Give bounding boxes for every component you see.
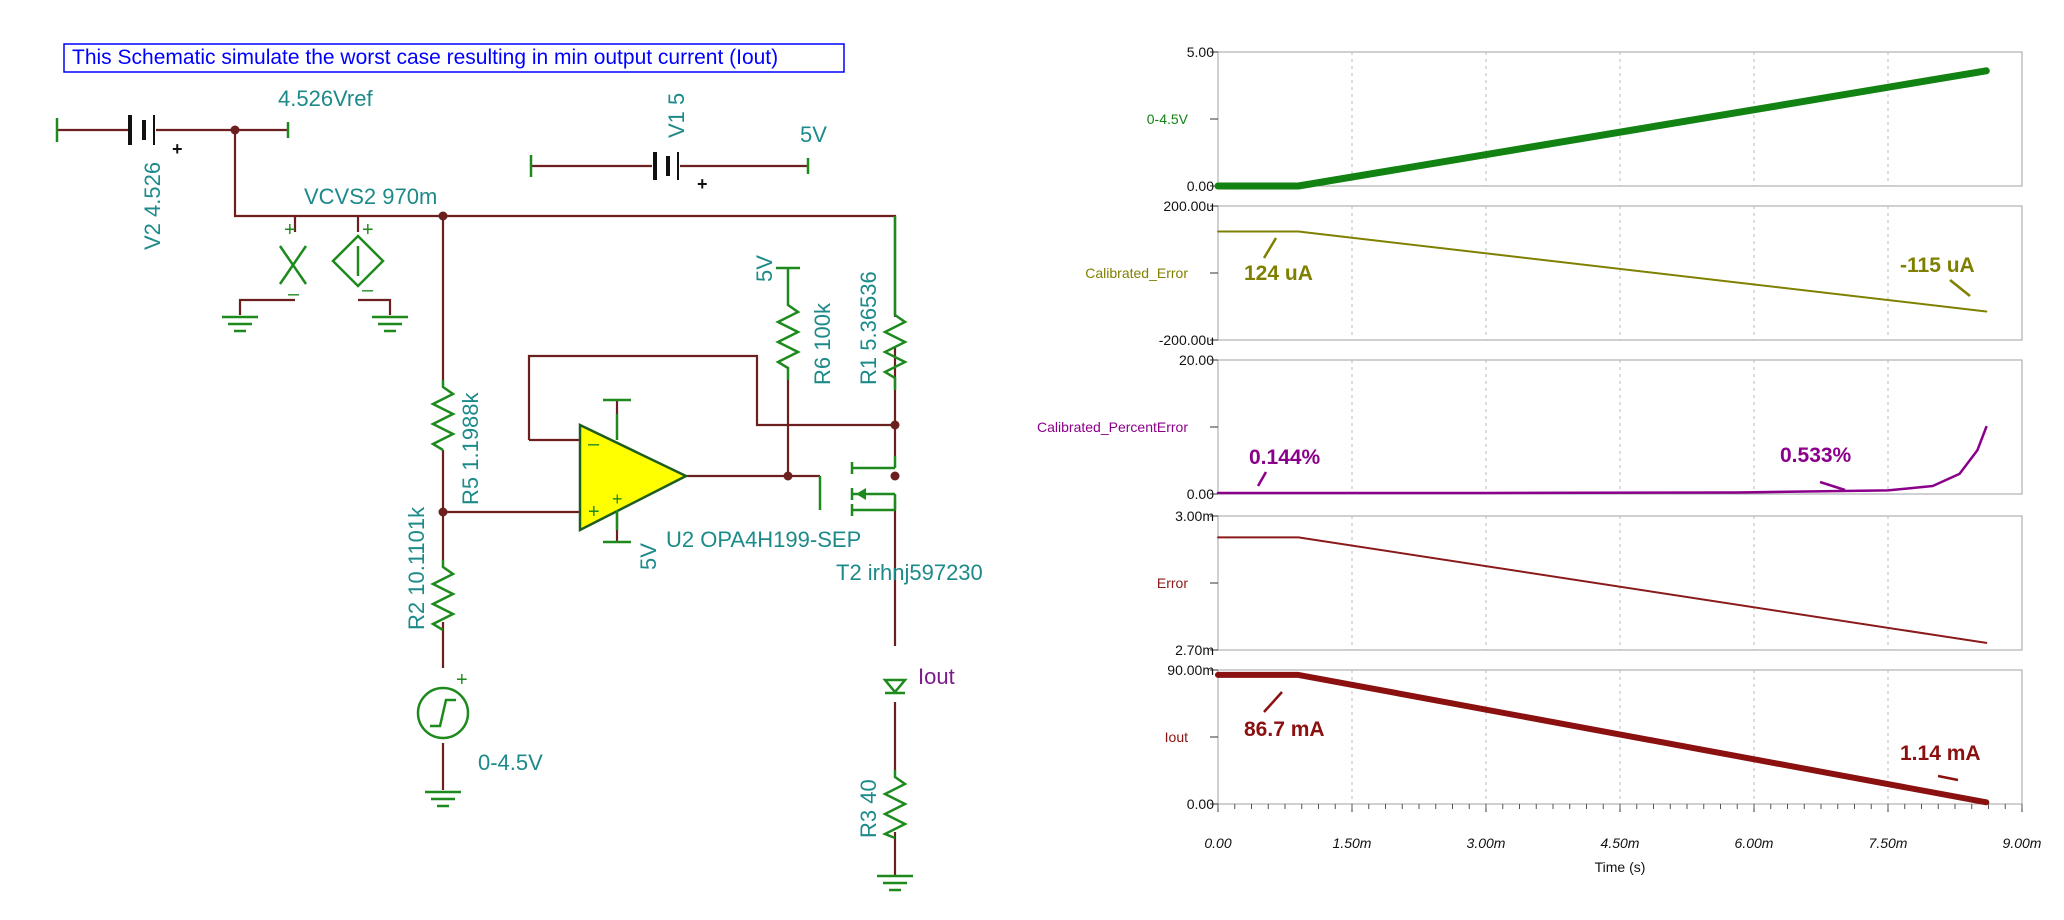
r5-label: R5 1.1988k [458, 391, 483, 505]
r6-supply-label: 5V [752, 255, 777, 282]
chart-panel: 90.00m 0.00 Iout 86.7 mA 1.14 mA [1165, 662, 2023, 812]
y-tick-label: 90.00m [1167, 662, 1214, 678]
svg-text:+: + [456, 669, 468, 691]
x-tick-label: 9.00m [2003, 835, 2042, 851]
annotation-label: 0.144% [1249, 446, 1321, 469]
x-axis-label: Time (s) [1595, 859, 1646, 875]
svg-text:–: – [588, 433, 600, 455]
opamp-supply-label: 5V [636, 543, 661, 570]
title-box [63, 43, 845, 73]
series-line [1217, 536, 1988, 644]
r2-label: R2 10.1101k [404, 506, 429, 630]
annotation-label: 1.14 mA [1900, 742, 1981, 765]
y-tick-label: -200.00u [1159, 332, 1214, 348]
r3-resistor [881, 770, 908, 840]
opamp-label: U2 OPA4H199-SEP [666, 527, 861, 552]
annotation-label: 124 uA [1244, 262, 1313, 285]
y-tick-label: 2.70m [1175, 642, 1214, 658]
r6-resistor [775, 266, 801, 380]
signal-name: Calibrated_PercentError [1037, 419, 1188, 435]
annotation-leader [1256, 471, 1268, 487]
annotation-label: 0.533% [1780, 444, 1852, 467]
junctions [230, 125, 900, 517]
signal-name: Error [1157, 575, 1188, 591]
r3-label: R3 40 [856, 779, 881, 838]
wires [57, 128, 897, 875]
signal-name: 0-4.5V [1147, 111, 1189, 127]
r1-resistor [882, 216, 908, 390]
y-tick-label: 3.00m [1175, 508, 1214, 524]
annotation-label: -115 uA [1900, 254, 1975, 277]
series-line [1214, 67, 1990, 190]
annotation-leader [1937, 774, 1959, 782]
schematic: This Schematic simulate the worst case r… [55, 43, 983, 892]
v1-label: V1 5 [664, 93, 689, 138]
series-line [1217, 230, 1988, 313]
v1-output-label: 5V [800, 122, 827, 147]
chart-panel: 5.00 0.00 0-4.5V [1147, 44, 2023, 194]
annotation-leader [1263, 691, 1283, 713]
x-tick-label: 3.00m [1467, 835, 1506, 851]
y-tick-label: 0.00 [1187, 178, 1214, 194]
svg-text:+: + [588, 501, 600, 523]
signal-name: Iout [1165, 729, 1188, 745]
vcvs2-source: + – + – [278, 219, 385, 305]
vref-label: 4.526Vref [278, 86, 373, 111]
y-tick-label: 5.00 [1187, 44, 1214, 60]
v2-plus: + [172, 139, 183, 159]
signal-generator: + [416, 669, 470, 740]
annotation-label: 86.7 mA [1244, 718, 1325, 741]
schematic-title: This Schematic simulate the worst case r… [72, 46, 778, 69]
annotation-leader [1949, 279, 1971, 297]
v2-battery: + [55, 115, 290, 159]
chart-panel: 200.00u -200.00u Calibrated_Error 124 uA -11… [1085, 198, 2023, 348]
annotation-leader [1819, 480, 1846, 492]
mosfet-label: T2 irhnj597230 [836, 560, 983, 585]
v1-plus: + [697, 174, 708, 194]
y-tick-label: 0.00 [1187, 796, 1214, 812]
generator-label: 0-4.5V [478, 750, 543, 775]
signal-name: Calibrated_Error [1085, 265, 1188, 281]
x-tick-label: 7.50m [1869, 835, 1908, 851]
annotation-leader [1262, 237, 1278, 259]
y-tick-label: 200.00u [1163, 198, 1214, 214]
ground-symbols [222, 315, 913, 892]
vcvs2-label: VCVS2 970m [304, 184, 437, 209]
iout-label: Iout [918, 664, 955, 689]
svg-text:–: – [362, 279, 374, 301]
mosfet-t2 [818, 456, 897, 516]
r1-label: R1 5.36536 [856, 271, 881, 385]
iout-probe [882, 678, 908, 695]
x-tick-label: 1.50m [1333, 835, 1372, 851]
series-line [1216, 425, 1988, 495]
chart-panel: 20.00 0.00 Calibrated_PercentError 0.144% 0.… [1037, 352, 2023, 502]
r5-resistor [430, 380, 456, 452]
opamp-u2: – + + [578, 414, 689, 544]
x-tick-label: 4.50m [1601, 835, 1640, 851]
y-tick-label: 0.00 [1187, 486, 1214, 502]
x-tick-label: 0.00 [1204, 835, 1231, 851]
series-line [1215, 671, 1990, 806]
r6-label: R6 100k [810, 302, 835, 385]
svg-text:–: – [288, 283, 300, 305]
transient-chart: 5.00 0.00 0-4.5V 200.00u -200.00u Calibrated_… [1037, 44, 2042, 875]
v2-label: V2 4.526 [140, 162, 165, 250]
x-tick-label: 6.00m [1735, 835, 1774, 851]
svg-text:+: + [612, 489, 623, 509]
y-tick-label: 20.00 [1179, 352, 1214, 368]
svg-text:+: + [284, 219, 296, 241]
r2-resistor [430, 560, 456, 632]
chart-panel: 3.00m 2.70m Error [1157, 508, 2023, 658]
v1-battery: + [529, 152, 810, 194]
svg-text:+: + [362, 219, 374, 241]
